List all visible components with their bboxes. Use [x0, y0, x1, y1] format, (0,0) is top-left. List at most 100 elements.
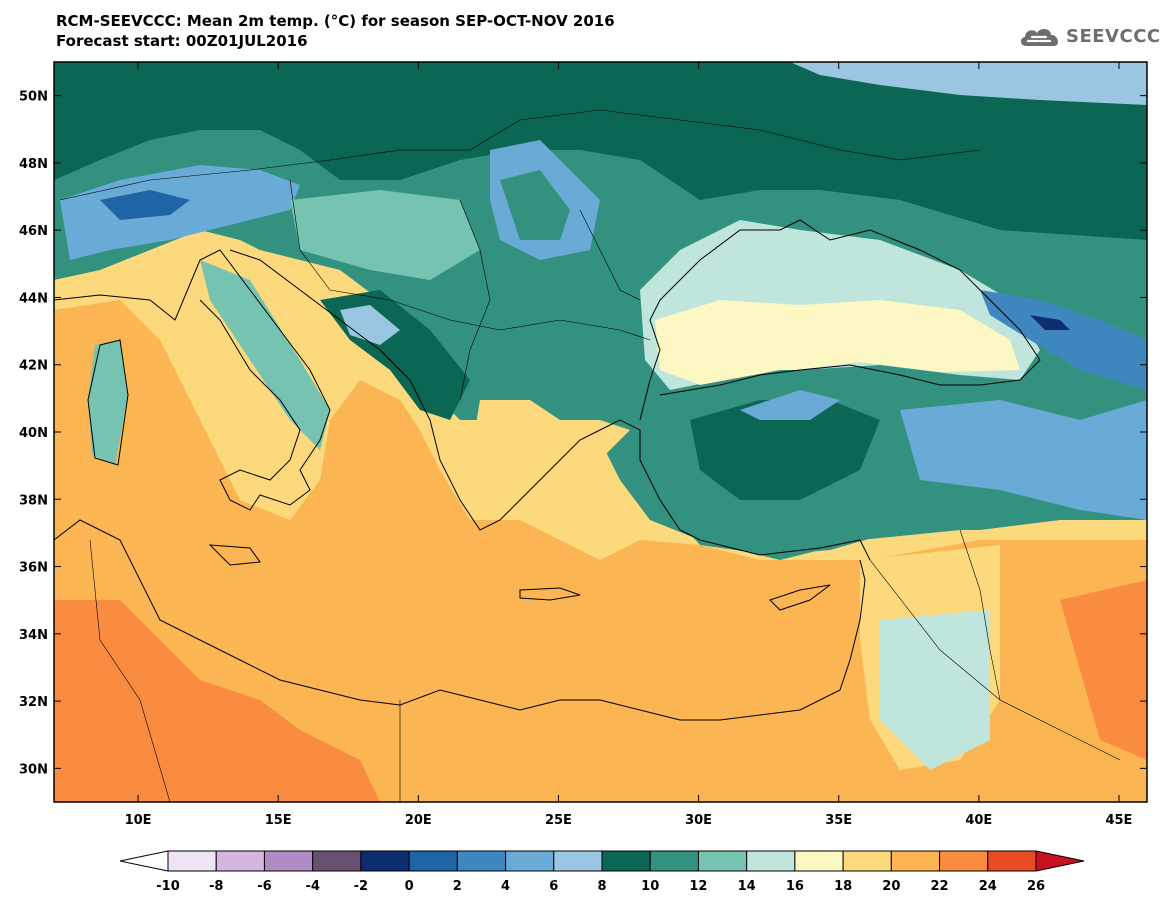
colorbar-swatch	[553, 850, 603, 872]
colorbar-label: -2	[354, 879, 368, 894]
colorbar-label: 16	[786, 879, 804, 894]
coastlines	[54, 219, 1041, 721]
colorbar-swatch	[649, 850, 699, 872]
lon-tick-label: 30E	[685, 813, 712, 828]
colorbar-swatch	[215, 850, 265, 872]
colorbar	[119, 850, 1085, 872]
lat-tick-label: 50N	[19, 90, 48, 105]
colorbar-label: 12	[689, 879, 707, 894]
colorbar-label: 0	[405, 879, 414, 894]
lat-tick-label: 38N	[19, 493, 48, 508]
colorbar-label: 6	[549, 879, 558, 894]
colorbar-label: 8	[597, 879, 606, 894]
sicily-coast	[208, 544, 261, 566]
black-sea-warm	[655, 300, 1020, 385]
alps-cold	[60, 165, 300, 260]
lat-tick-label: 42N	[19, 359, 48, 374]
arabia-hot	[1060, 580, 1147, 760]
colorbar-label: 26	[1027, 879, 1045, 894]
map-field	[54, 62, 1147, 802]
sardinia-corsica-coast	[87, 339, 129, 466]
colorbar-label: -6	[257, 879, 271, 894]
colorbar-swatch	[360, 850, 410, 872]
greece-warm	[470, 400, 630, 520]
cloud-icon	[1020, 29, 1058, 46]
cold-north	[54, 62, 1147, 240]
lat-tick-label: 34N	[19, 628, 48, 643]
colorbar-swatch	[167, 850, 217, 872]
sardinia-mild	[88, 340, 128, 465]
colorbar-label: -4	[305, 879, 319, 894]
colorbar-swatch	[601, 850, 651, 872]
lat-tick-label: 40N	[19, 426, 48, 441]
colorbar-label: 14	[738, 879, 756, 894]
colorbar-swatch	[408, 850, 458, 872]
forecast-start: Forecast start: 00Z01JUL2016	[56, 32, 308, 50]
colorbar-swatch	[456, 850, 507, 872]
lat-tick-label: 44N	[19, 291, 48, 306]
anatolia-plateau	[740, 390, 840, 420]
border-iraq	[959, 529, 1001, 701]
anatolia-cold	[690, 400, 880, 500]
colorbar-swatch	[312, 850, 362, 872]
caucasus-cold	[980, 290, 1147, 390]
colorbar-swatch	[890, 850, 941, 872]
colorbar-swatch	[939, 850, 989, 872]
axis-ticks	[54, 62, 1147, 802]
north-east-cool	[790, 62, 1147, 105]
colorbar-label: 10	[641, 879, 659, 894]
colorbar-label: -8	[209, 879, 223, 894]
colorbar-swatch	[746, 850, 796, 872]
east-anatolia-cold	[900, 400, 1147, 520]
lat-tick-label: 30N	[19, 762, 48, 777]
colorbar-label: 24	[979, 879, 997, 894]
border-tunisia	[89, 539, 171, 802]
lon-tick-label: 15E	[265, 813, 292, 828]
lat-tick-label: 32N	[19, 695, 48, 710]
border-serbia	[459, 199, 491, 401]
dinaric-cool	[340, 305, 400, 345]
italy-coast	[54, 249, 331, 511]
lon-tick-label: 10E	[125, 813, 152, 828]
lon-tick-label: 20E	[405, 813, 432, 828]
lon-tick-label: 40E	[965, 813, 992, 828]
lat-tick-label: 48N	[19, 157, 48, 172]
colorbar-label: 22	[931, 879, 949, 894]
lon-tick-label: 25E	[545, 813, 572, 828]
colorbar-label: 4	[501, 879, 510, 894]
levant-mild	[880, 610, 990, 770]
lat-tick-label: 46N	[19, 224, 48, 239]
lon-tick-label: 35E	[825, 813, 852, 828]
carpathian-mid	[500, 170, 570, 240]
alps-coldest	[100, 190, 190, 220]
cyprus-coast	[769, 584, 831, 611]
black-sea-coast	[639, 219, 1041, 421]
border-romania	[579, 209, 641, 301]
colorbar-swatch	[794, 850, 844, 872]
colorbar-swatch	[263, 850, 314, 872]
africa-hot-zone	[54, 600, 380, 802]
colorbar-swatch	[987, 850, 1037, 872]
colorbar-over-triangle	[1035, 850, 1085, 872]
colorbar-swatch	[842, 850, 892, 872]
map-title: RCM-SEEVCCC: Mean 2m temp. (°C) for seas…	[56, 12, 615, 30]
lat-tick-label: 36N	[19, 561, 48, 576]
colorbar-label: -10	[156, 879, 180, 894]
pannonian-mild	[290, 190, 480, 280]
colorbar-swatch	[505, 850, 555, 872]
apennines-mild	[200, 260, 330, 450]
colorbar-label: 20	[882, 879, 900, 894]
north-africa-coast	[54, 519, 866, 721]
adriatic-aegean-coast	[229, 249, 871, 561]
colorbar-swatch	[697, 850, 748, 872]
lon-tick-label: 45E	[1105, 813, 1132, 828]
seevccc-logo: SEEVCCC	[1018, 24, 1161, 48]
crete-coast	[519, 587, 581, 601]
colorbar-under-triangle	[119, 850, 169, 872]
axis-tick-labels: 50N 48N 46N 44N 42N 40N 38N 36N 34N 32N 30N 10E 15E 2…	[19, 90, 1132, 828]
colorbar-labels: -10 -8 -6 -4 -2 0 2 4 6 8 10 12 14 16 18 20 22 24 26	[156, 879, 1045, 894]
border-balkans	[289, 179, 651, 341]
colorbar-label: 2	[453, 879, 462, 894]
caucasus-peak	[1030, 315, 1070, 330]
